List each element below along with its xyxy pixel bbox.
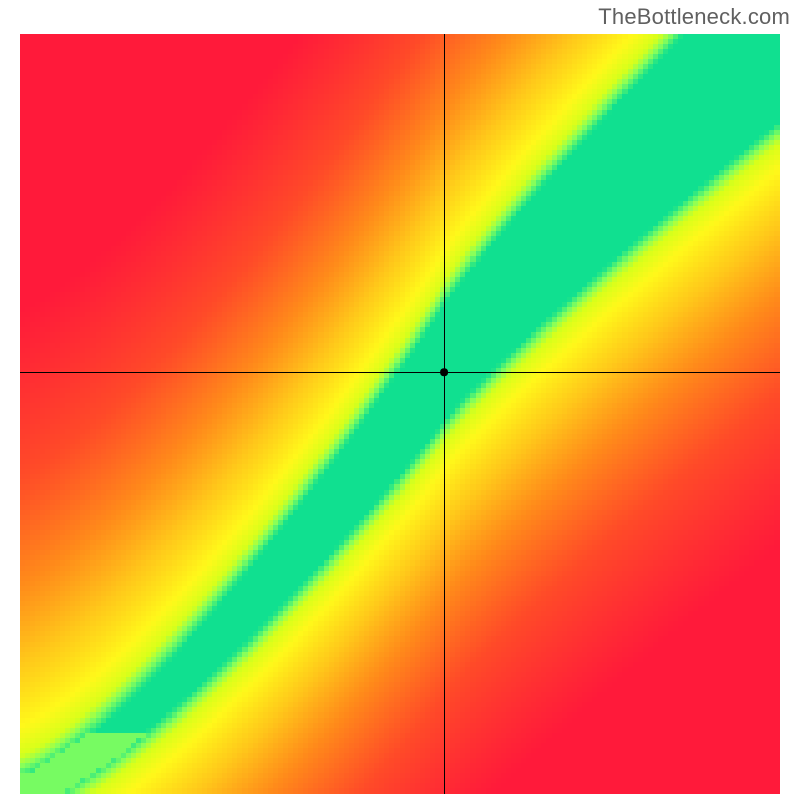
watermark-text: TheBottleneck.com [598,4,790,30]
chart-container: TheBottleneck.com [0,0,800,800]
bottleneck-heatmap [20,34,780,794]
